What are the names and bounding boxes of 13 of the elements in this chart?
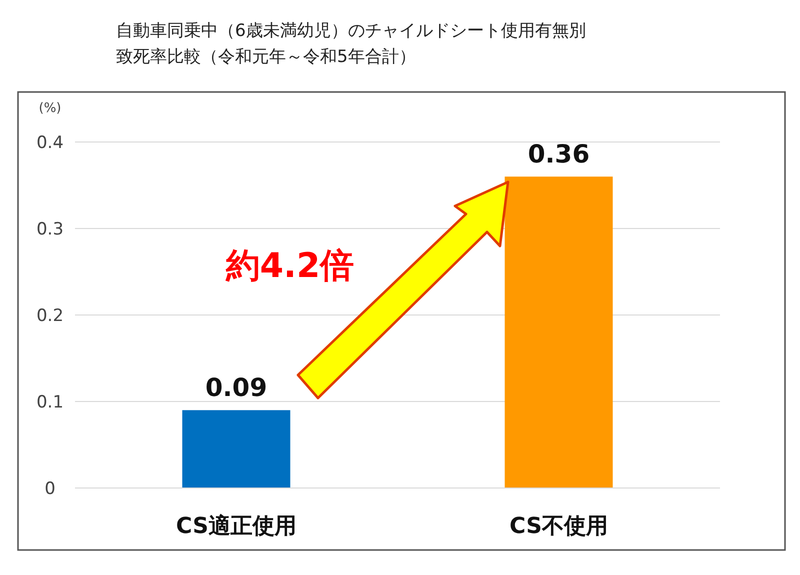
x-tick-label: CS不使用 <box>510 514 608 539</box>
y-axis-title: (%) <box>38 101 62 116</box>
y-tick-label: 0.4 <box>36 133 64 153</box>
y-tick-label: 0.1 <box>36 392 64 412</box>
annotation: 約4.2倍 <box>224 246 354 286</box>
y-tick-label: 0.3 <box>36 220 64 240</box>
y-tick-label: 0.2 <box>36 306 64 326</box>
data-label: 0.09 <box>205 373 268 402</box>
x-tick-label: CS適正使用 <box>176 513 296 539</box>
chart-title: 自動車同乗中（6歳未満幼児）のチャイルドシート使用有無別 <box>116 21 586 41</box>
chart-subtitle: 致死率比較（令和元年～令和5年合計） <box>116 47 416 67</box>
y-tick-label: 0 <box>44 479 56 499</box>
data-label: 0.36 <box>528 140 590 169</box>
